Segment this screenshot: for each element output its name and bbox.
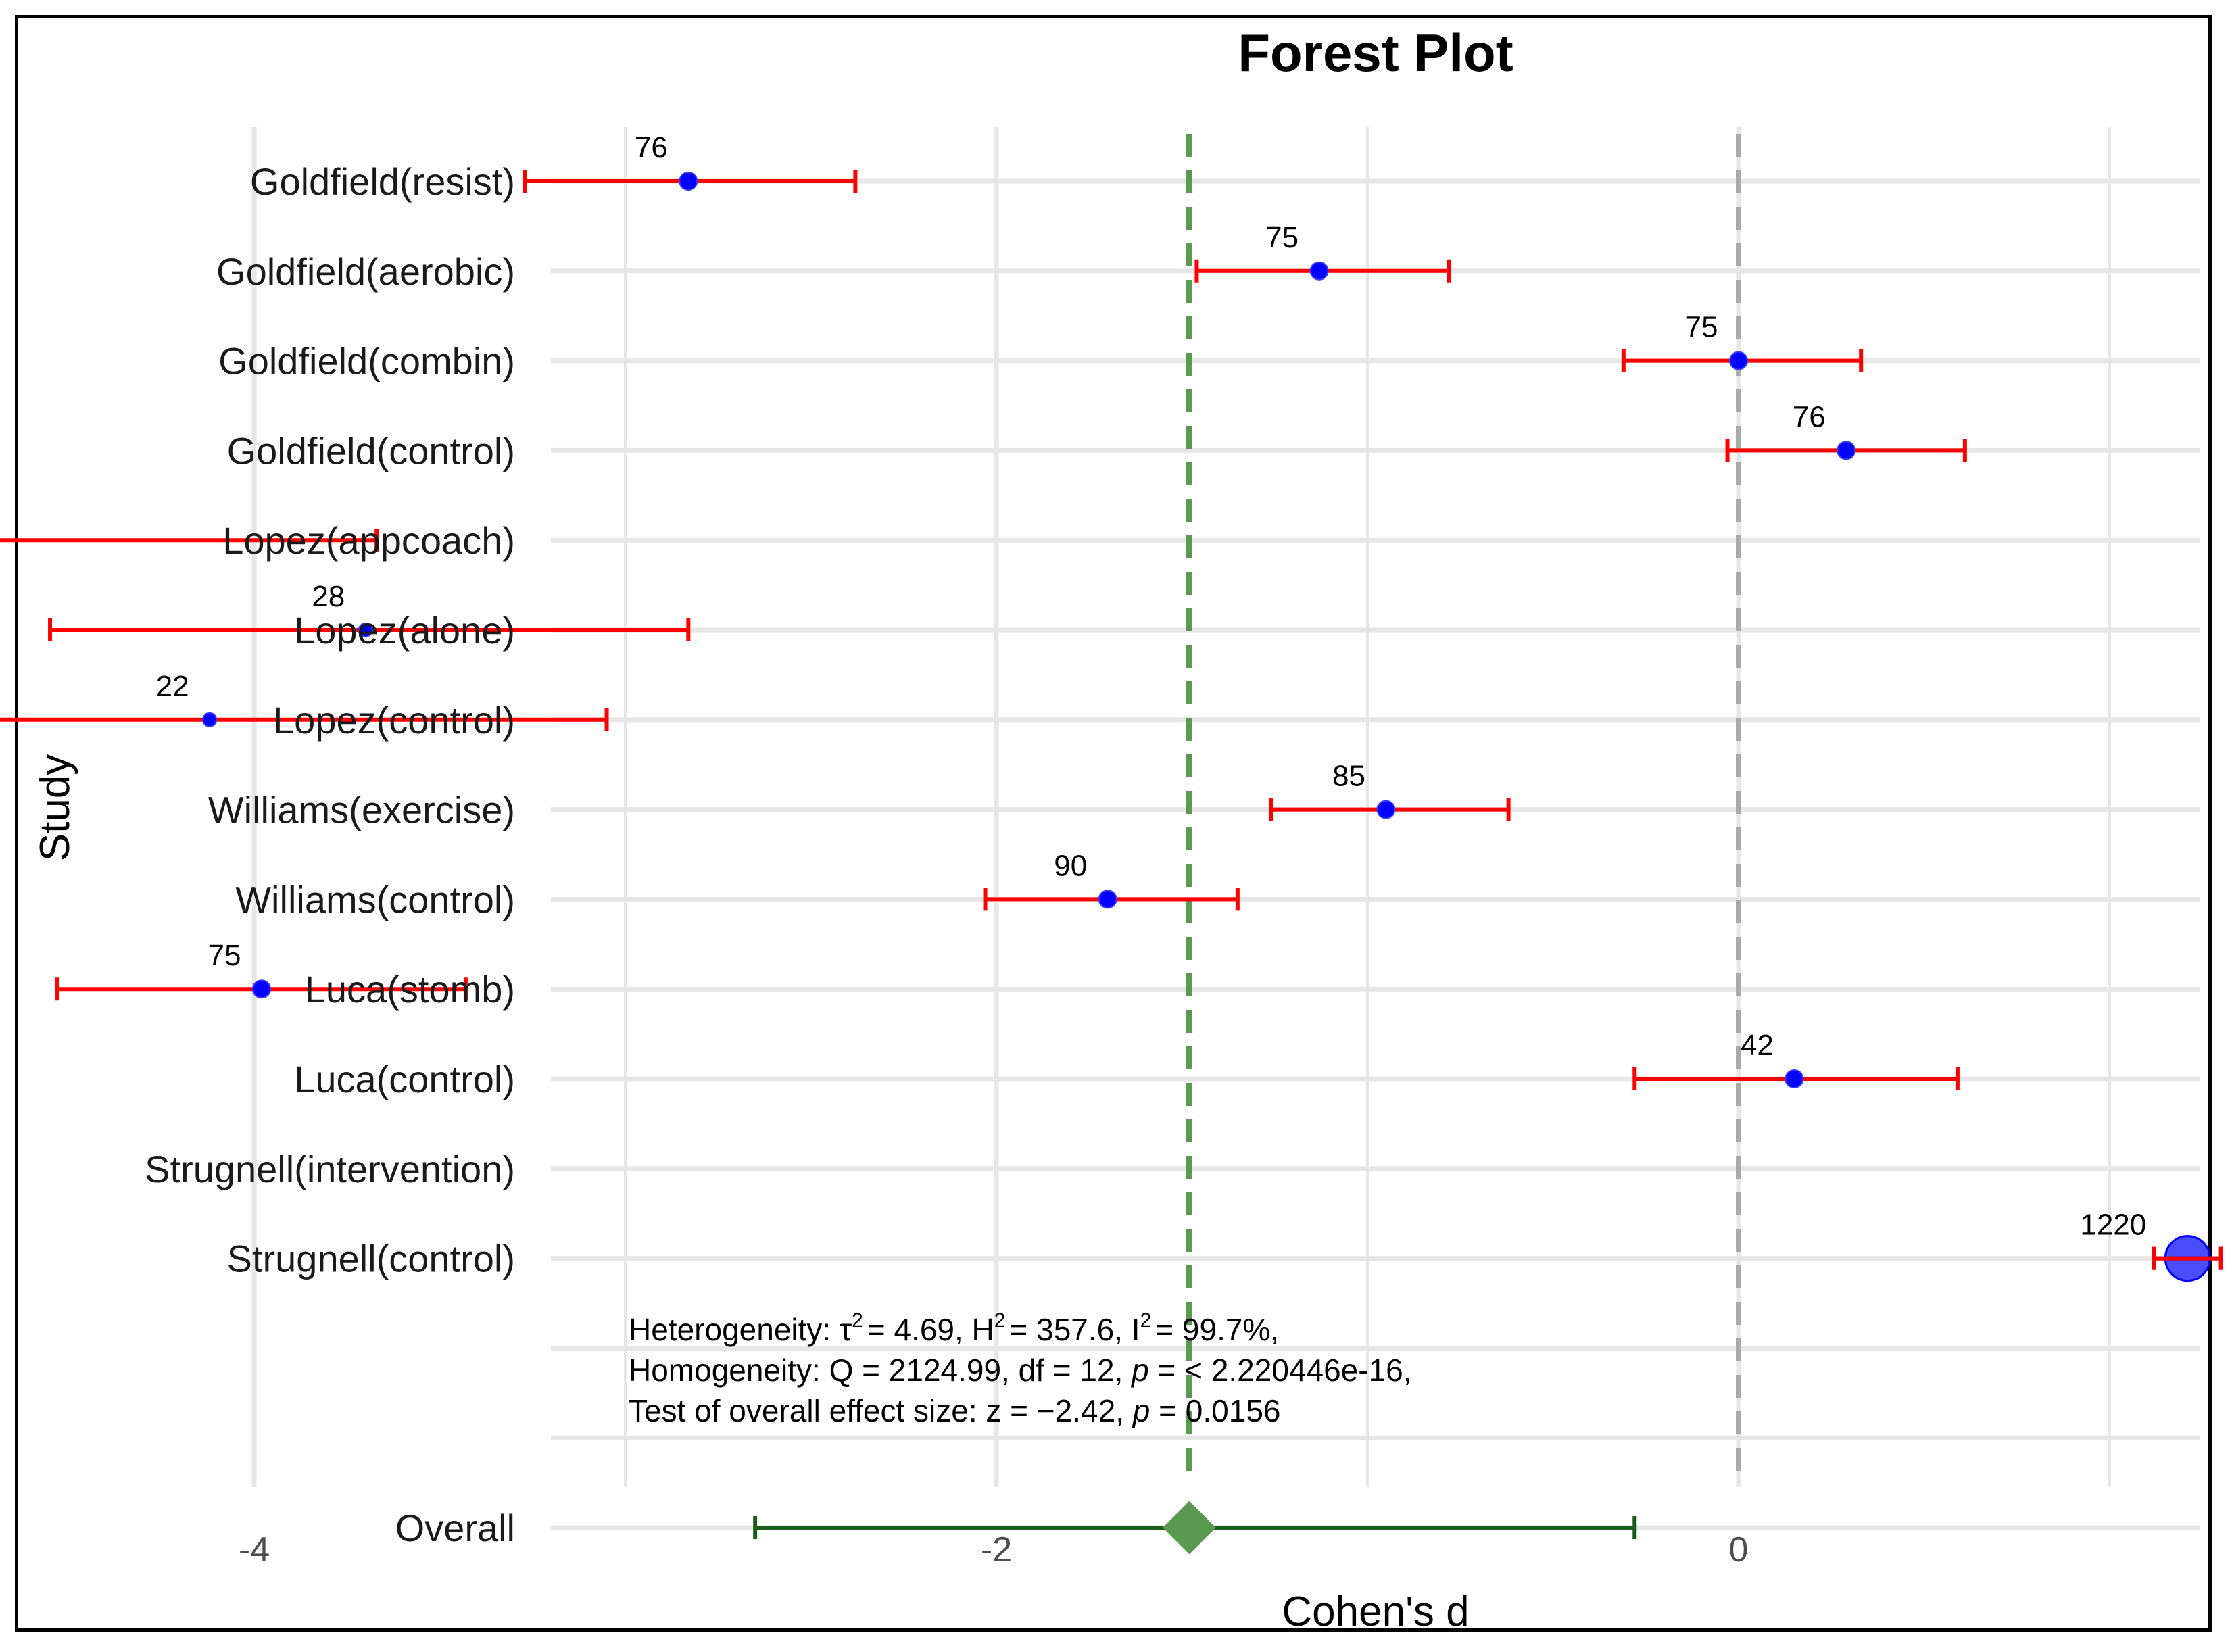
x-tick-label: 0	[1729, 1530, 1749, 1570]
y-axis-title: Study	[32, 754, 78, 862]
sample-size-label: 75	[1265, 221, 1299, 254]
chart-frame	[15, 15, 2212, 1632]
x-tick-label: -2	[981, 1530, 1012, 1570]
x-tick-label: -4	[239, 1530, 270, 1570]
sample-size-label: 22	[156, 670, 189, 703]
study-label: Lopez(control)	[273, 699, 515, 742]
study-label: Luca(control)	[294, 1058, 515, 1100]
study-label: Williams(exercise)	[208, 789, 515, 831]
sample-size-label: 28	[312, 580, 345, 613]
homogeneity-text: Homogeneity: Q = 2124.99, df = 12, p = <…	[629, 1353, 1412, 1388]
heterogeneity-text: Heterogeneity: τ2 = 4.69, H2 = 357.6, I2 = …	[629, 1309, 1279, 1347]
study-label: Strugnell(control)	[227, 1238, 515, 1280]
study-label: Lopez(alone)	[294, 609, 515, 652]
data-layer	[0, 170, 2223, 1555]
sample-size-label: 75	[1685, 311, 1718, 344]
sample-size-label: 90	[1054, 849, 1087, 882]
effect-point	[679, 172, 698, 191]
effect-point	[1309, 261, 1329, 281]
study-label: Goldfield(combin)	[218, 340, 515, 383]
statistics-annotation: Heterogeneity: τ2 = 4.69, H2 = 357.6, I2 = …	[629, 1309, 1412, 1428]
study-label: Williams(control)	[235, 878, 515, 921]
study-label: Strugnell(intervention)	[145, 1148, 515, 1190]
x-axis-title: Cohen's d	[1282, 1588, 1469, 1635]
study-label: Lopez(appcoach)	[222, 519, 515, 562]
effect-point	[1729, 351, 1748, 370]
label-layer: -6-4-202Goldfield(resist)76Goldfield(aer…	[145, 131, 2146, 1570]
effect-point	[251, 979, 271, 999]
chart-title: Forest Plot	[1238, 23, 1513, 82]
sample-size-label: 85	[1332, 760, 1365, 793]
effect-point	[1837, 441, 1856, 460]
effect-point	[1098, 890, 1117, 909]
sample-size-label: 75	[208, 939, 241, 972]
sample-size-label: 76	[635, 131, 668, 164]
sample-size-label: 42	[1741, 1029, 1774, 1062]
effect-point	[1785, 1069, 1804, 1088]
study-label: Goldfield(control)	[227, 429, 515, 472]
study-label: Goldfield(resist)	[250, 160, 515, 203]
grid-layer	[251, 127, 2200, 1530]
overall-diamond	[1163, 1501, 1216, 1555]
effect-point	[1376, 800, 1396, 819]
sample-size-label: 76	[1793, 400, 1826, 433]
study-label: Goldfield(aerobic)	[216, 250, 515, 293]
study-ci	[0, 529, 379, 552]
sample-size-label: 1220	[2080, 1209, 2146, 1242]
study-ci-overlay	[2152, 1246, 2223, 1270]
effect-point	[202, 712, 218, 727]
effect-point	[358, 623, 373, 637]
study-label: Luca(stomb)	[305, 968, 515, 1011]
overall-label: Overall	[395, 1507, 515, 1549]
overall-effect-text: Test of overall effect size: z = −2.42, …	[629, 1393, 1281, 1428]
